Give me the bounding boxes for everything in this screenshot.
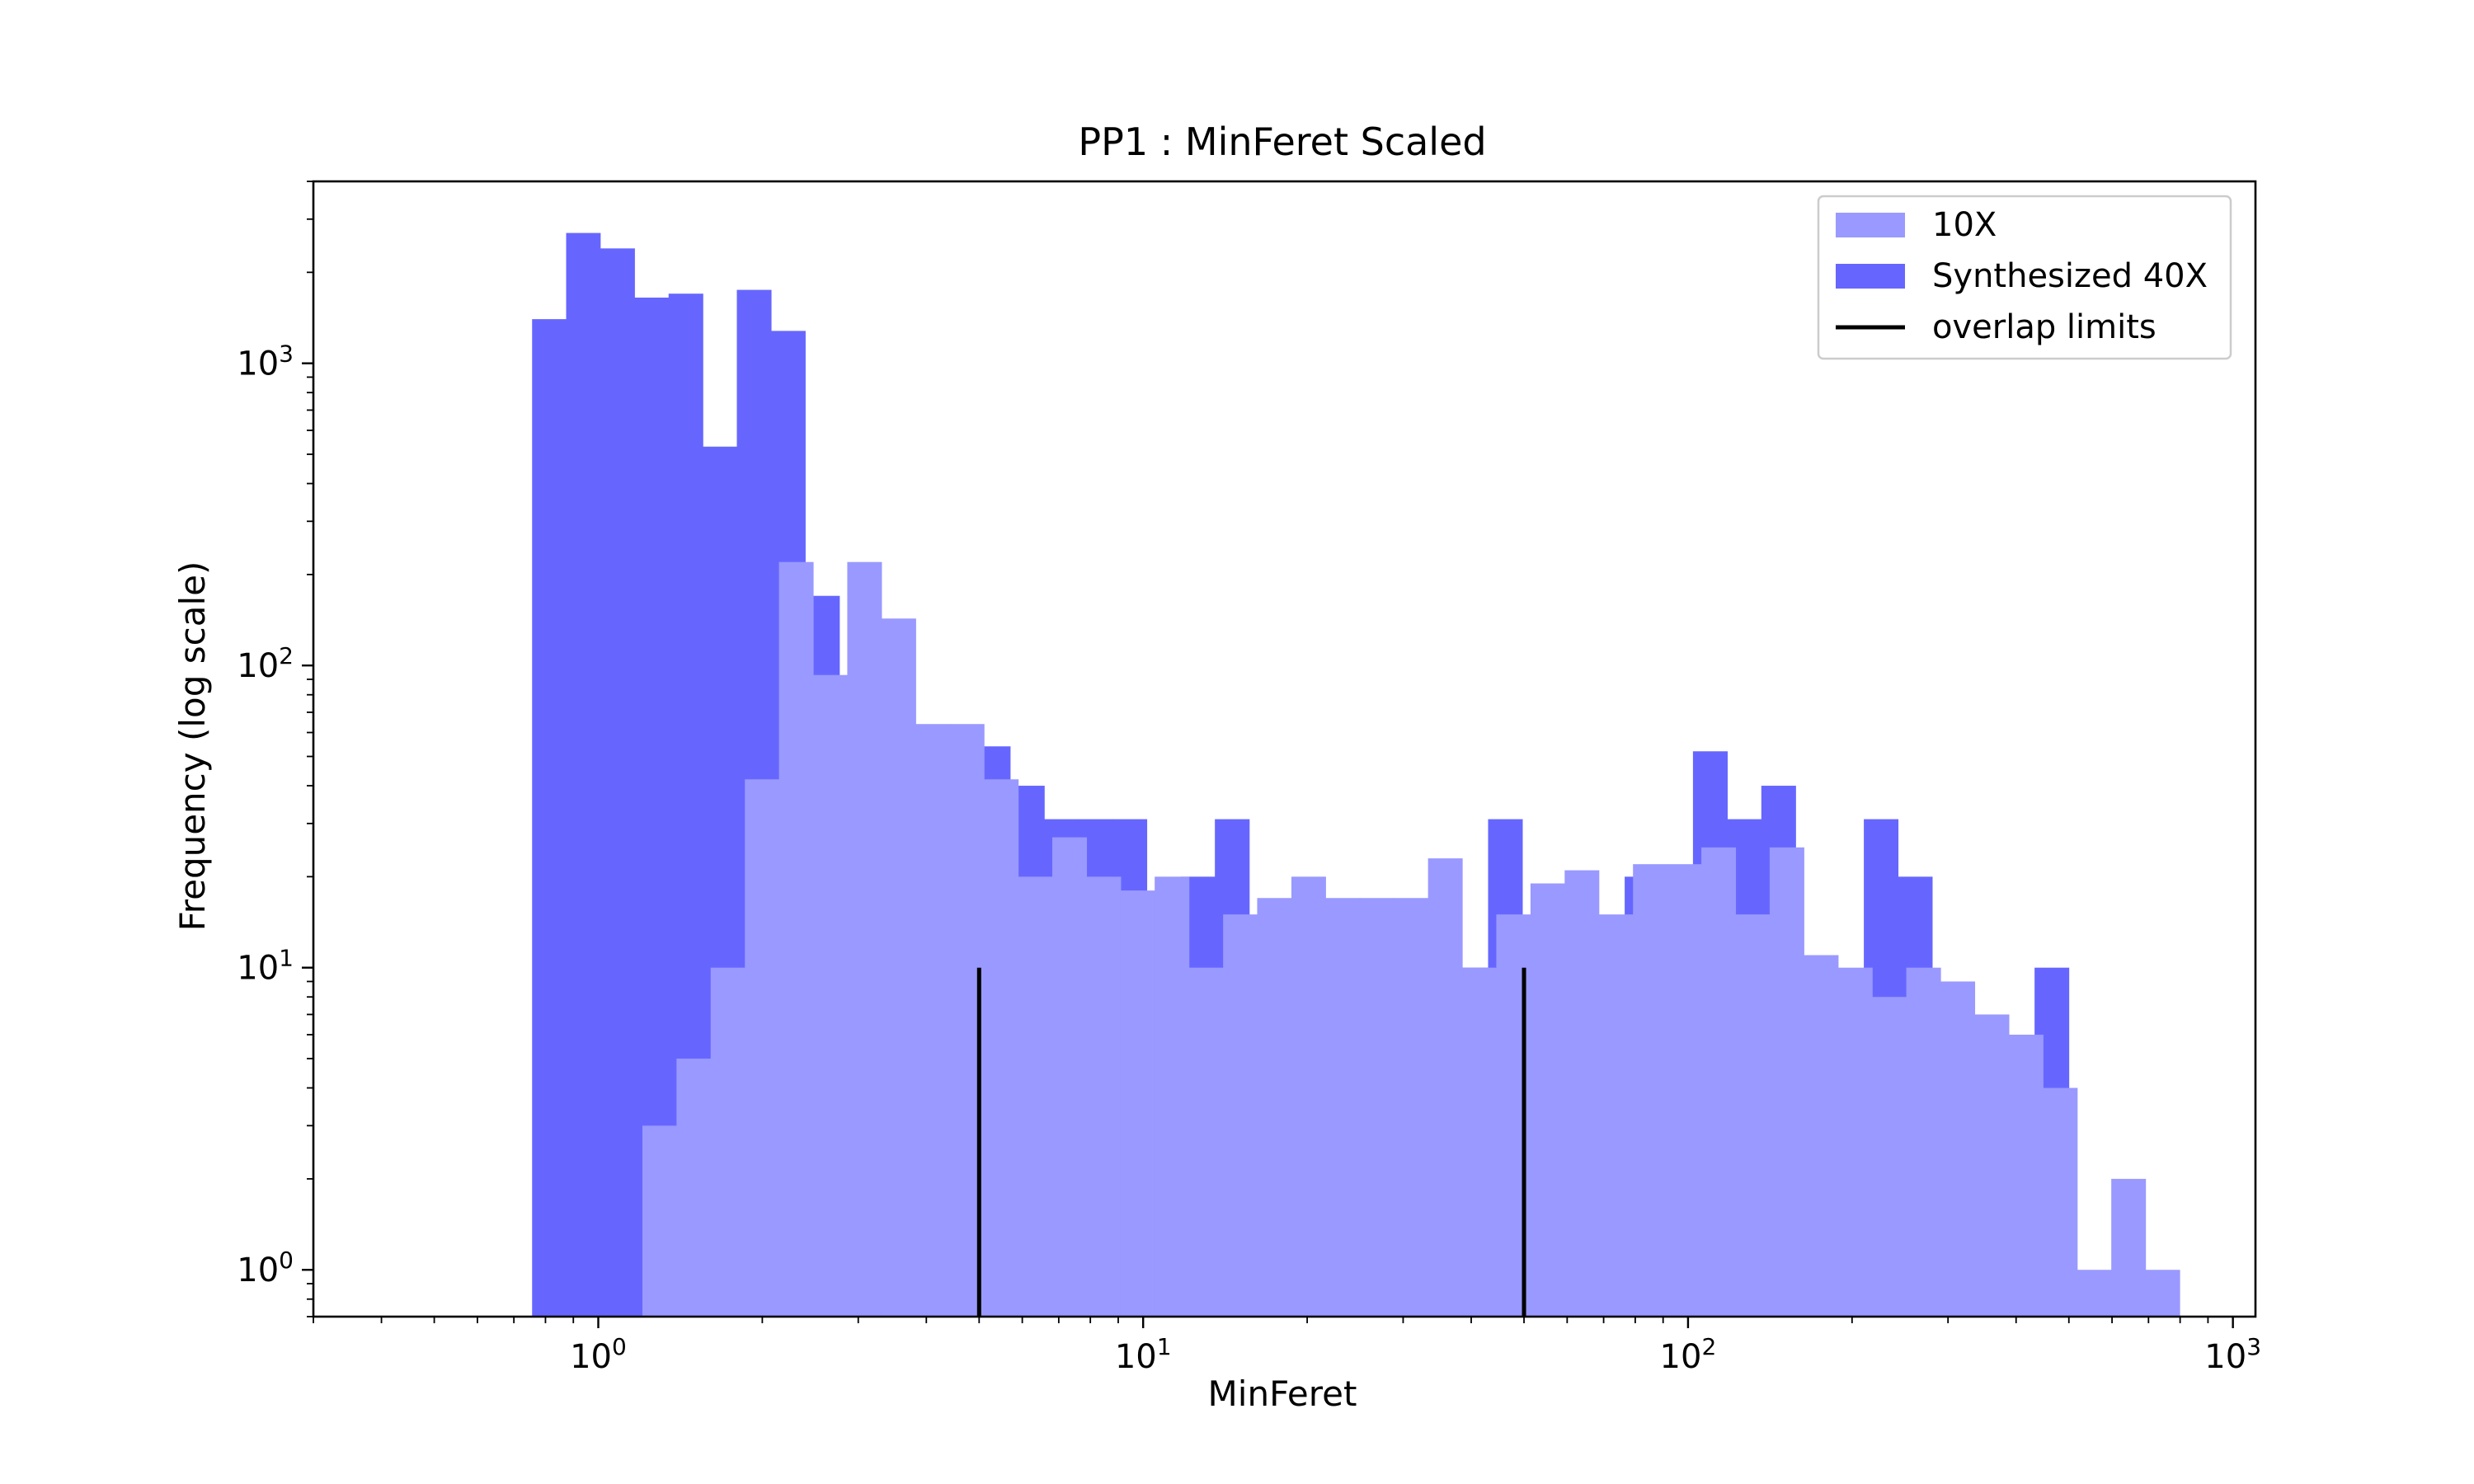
histogram-bar: [566, 232, 601, 1317]
histogram-bar: [1940, 981, 1976, 1317]
x-tick-label: 101: [1115, 1333, 1172, 1376]
histogram-bar: [2145, 1270, 2180, 1317]
y-axis-ticks: 100 101 102 103: [237, 181, 313, 1317]
y-tick-label: 103: [237, 340, 294, 383]
legend-swatch-10x: [1836, 213, 1905, 237]
histogram-bar: [778, 561, 814, 1317]
histogram-bar: [532, 319, 567, 1317]
series-layer: [532, 232, 2180, 1317]
histogram-bar: [1155, 876, 1190, 1317]
histogram-bar: [1120, 890, 1155, 1317]
histogram-bar: [2077, 1270, 2112, 1317]
histogram-bar: [1837, 967, 1873, 1317]
histogram-bar: [847, 561, 882, 1317]
histogram-bar: [1804, 955, 1839, 1317]
histogram-bar: [1188, 967, 1224, 1317]
histogram-bar: [745, 779, 780, 1317]
x-tick-label: 103: [2204, 1333, 2261, 1376]
histogram-bar: [1906, 967, 1941, 1317]
histogram-bar: [1394, 898, 1429, 1317]
histogram-bar: [1291, 876, 1326, 1317]
y-axis-label: Frequency (log scale): [172, 561, 213, 932]
legend-label-overlap-limits: overlap limits: [1932, 308, 2157, 346]
histogram-bar: [642, 1125, 677, 1317]
y-tick-label: 102: [237, 642, 294, 685]
histogram-bar: [1769, 847, 1804, 1317]
histogram-bar: [1974, 1014, 2010, 1317]
histogram-bar: [812, 674, 849, 1317]
histogram-bar: [915, 724, 951, 1317]
histogram-bar: [881, 618, 916, 1317]
histogram-bar: [2043, 1087, 2078, 1317]
x-axis-label: MinFeret: [1208, 1374, 1357, 1414]
legend-swatch-synthesized-40x: [1836, 264, 1905, 289]
histogram-bar: [1598, 914, 1634, 1317]
legend: 10X Synthesized 40X overlap limits: [1817, 195, 2232, 360]
x-tick-label: 102: [1660, 1333, 1717, 1376]
histogram-bar: [600, 248, 635, 1317]
histogram-bar: [2111, 1178, 2147, 1317]
histogram-bar: [984, 779, 1019, 1317]
histogram-bar: [1667, 864, 1702, 1317]
legend-frame: [1817, 195, 2232, 360]
histogram-bar: [1052, 837, 1088, 1317]
histogram-bar: [676, 1059, 712, 1317]
y-tick-label: 100: [237, 1247, 294, 1289]
histogram-bar: [1325, 898, 1361, 1317]
chart-title: PP1 : MinFeret Scaled: [1078, 120, 1486, 164]
histogram-bar: [1735, 914, 1771, 1317]
x-tick-label: 100: [570, 1333, 627, 1376]
histogram-bar: [2008, 1035, 2044, 1317]
y-tick-label: 101: [237, 945, 294, 988]
histogram-bar: [1018, 876, 1053, 1317]
histogram-bar: [1223, 914, 1258, 1317]
series-10x: [642, 561, 2180, 1317]
histogram-bar: [1872, 997, 1907, 1317]
histogram-bar: [1701, 847, 1737, 1317]
histogram-bar: [710, 967, 745, 1317]
histogram-bar: [1359, 898, 1395, 1317]
legend-label-10x: 10X: [1932, 206, 1997, 244]
legend-label-synthesized-40x: Synthesized 40X: [1932, 257, 2208, 295]
histogram-bar: [1633, 864, 1668, 1317]
x-axis-ticks: 100 101 102 103: [313, 1317, 2261, 1376]
histogram-bar: [1257, 898, 1292, 1317]
overlap-limits-layer: [976, 967, 1526, 1317]
histogram-bar: [1530, 883, 1565, 1317]
histogram-bar: [1427, 858, 1463, 1317]
histogram-bar: [1564, 870, 1600, 1317]
histogram-bar: [1462, 967, 1498, 1317]
histogram-bar: [1086, 876, 1122, 1317]
plot-area-frame: [312, 180, 2257, 1318]
